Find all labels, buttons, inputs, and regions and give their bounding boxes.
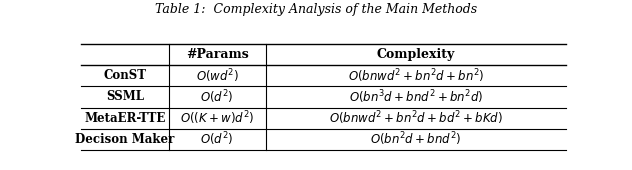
Text: MetaER-TTE: MetaER-TTE xyxy=(85,112,166,125)
Text: $O(bn^3d + bnd^2 + bn^2d)$: $O(bn^3d + bnd^2 + bn^2d)$ xyxy=(349,88,483,106)
Text: Complexity: Complexity xyxy=(377,48,455,61)
Text: #Params: #Params xyxy=(186,48,248,61)
Text: Decison Maker: Decison Maker xyxy=(75,133,175,146)
Text: SSML: SSML xyxy=(106,90,144,104)
Text: Table 1:  Complexity Analysis of the Main Methods: Table 1: Complexity Analysis of the Main… xyxy=(155,3,477,16)
Text: $O(d^2)$: $O(d^2)$ xyxy=(200,88,234,106)
Text: $O(bnwd^2 + bn^2d + bn^2)$: $O(bnwd^2 + bn^2d + bn^2)$ xyxy=(348,67,484,84)
Text: ConST: ConST xyxy=(104,69,147,82)
Text: $O(wd^2)$: $O(wd^2)$ xyxy=(196,67,239,84)
Text: $O(d^2)$: $O(d^2)$ xyxy=(200,131,234,148)
Text: $O((K+w)d^2)$: $O((K+w)d^2)$ xyxy=(180,109,255,127)
Text: $O(bn^2d + bnd^2)$: $O(bn^2d + bnd^2)$ xyxy=(370,131,462,148)
Text: $O(bnwd^2 + bn^2d + bd^2 + bKd)$: $O(bnwd^2 + bn^2d + bd^2 + bKd)$ xyxy=(329,109,503,127)
